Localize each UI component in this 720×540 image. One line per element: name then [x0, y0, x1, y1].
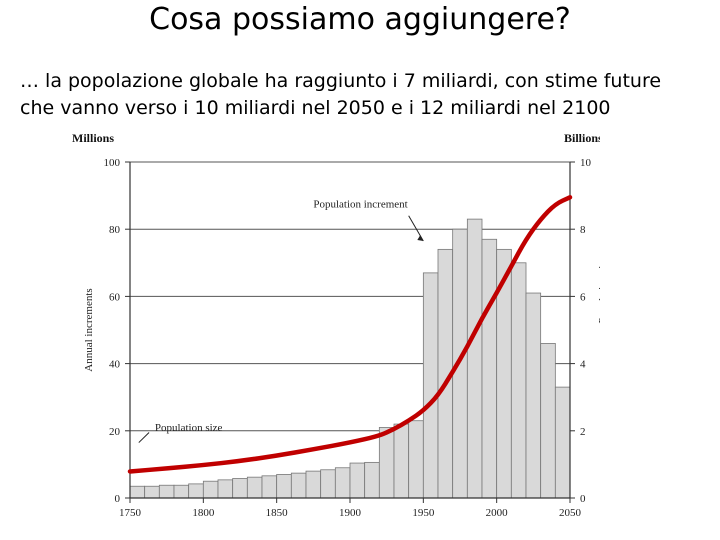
y-left-tick-label: 40	[109, 359, 121, 371]
increment-bar	[510, 262, 527, 499]
y-left-tick-label: 80	[109, 224, 121, 236]
population-size-line	[127, 195, 573, 474]
increment-bar	[305, 470, 322, 499]
annotation-increment: Population increment	[313, 198, 407, 210]
increment-bar	[173, 484, 190, 499]
body-line-1: … la popolazione globale ha raggiunto i …	[20, 70, 662, 92]
slide-body: … la popolazione globale ha raggiunto i …	[20, 68, 710, 122]
x-tick-label: 1900	[339, 507, 362, 519]
increment-bar	[378, 427, 395, 499]
y-right-tick-label: 0	[580, 493, 586, 505]
increment-bar	[202, 480, 219, 499]
increment-bar	[276, 474, 292, 499]
y-left-tick-label: 60	[109, 291, 121, 303]
slide-title: Cosa possiamo aggiungere?	[149, 2, 571, 37]
y-right-tick-label: 2	[580, 426, 586, 438]
increment-bar	[261, 475, 278, 499]
increment-bar	[364, 461, 380, 499]
increment-bar	[334, 467, 351, 499]
increment-bar	[525, 292, 542, 499]
annotation-size: Population size	[155, 422, 223, 434]
increment-bar	[393, 423, 410, 499]
increment-bar	[554, 386, 571, 499]
y-left-tick-label: 20	[109, 426, 121, 438]
increment-bar	[290, 472, 307, 499]
increment-bar	[422, 272, 439, 499]
increment-bar	[217, 479, 234, 499]
increment-bar	[320, 469, 336, 499]
increment-bar	[232, 478, 248, 499]
increment-bar	[481, 238, 498, 499]
increment-bar	[129, 485, 146, 499]
increment-bar	[158, 484, 175, 499]
population-chart: 0 20 40 60 80 100 0 2 4 6 8 10 1750 1800 1850 1900 1950 2…	[72, 131, 600, 519]
right-unit-label: Billions	[564, 131, 600, 145]
body-line-2: che vanno verso i 10 miliardi nel 2050 e…	[20, 97, 611, 119]
increment-bar	[188, 483, 204, 499]
x-tick-label: 1950	[412, 507, 435, 519]
y-right-tick-label: 8	[580, 224, 586, 236]
left-unit-label: Millions	[72, 131, 114, 145]
increment-bar	[466, 218, 483, 499]
y-left-tick-label: 0	[115, 493, 121, 505]
increment-bar	[408, 420, 424, 499]
increment-bar	[144, 485, 160, 499]
x-tick-label: 2050	[559, 507, 582, 519]
annotation-size-leader	[138, 432, 150, 443]
increment-bar	[540, 343, 556, 499]
x-tick-label: 1800	[192, 507, 215, 519]
x-tick-label: 1750	[119, 507, 142, 519]
y-left-tick-label: 100	[104, 157, 121, 169]
y-right-tick-label: 10	[580, 157, 592, 169]
x-tick-label: 2000	[486, 507, 509, 519]
y-left-axis-title: Annual increments	[83, 288, 95, 371]
x-tick-label: 1850	[266, 507, 289, 519]
increment-bar	[246, 476, 263, 499]
y-right-axis-title: Population size	[597, 256, 600, 324]
y-right-tick-label: 4	[580, 359, 586, 371]
annotation-increment-arrowhead	[417, 234, 424, 241]
increment-bar	[349, 462, 366, 499]
y-right-tick-label: 6	[580, 291, 586, 303]
